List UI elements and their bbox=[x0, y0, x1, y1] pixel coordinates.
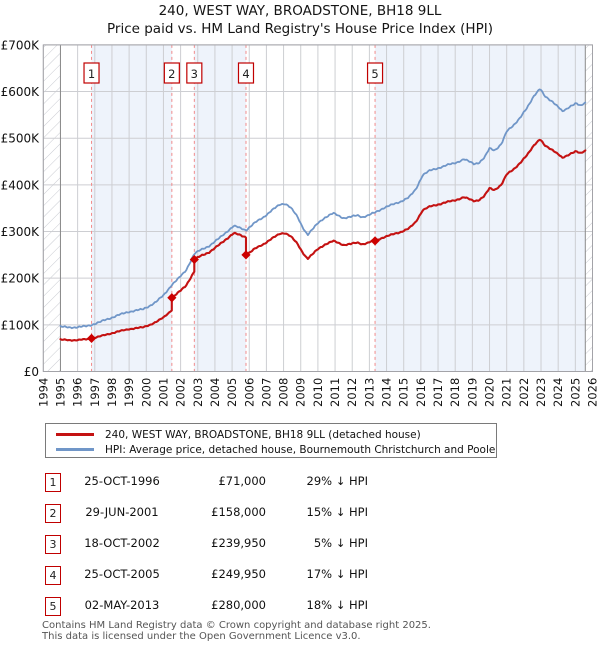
sale-number-badge: 4 bbox=[45, 566, 61, 585]
sale-vs-hpi: 18% ↓ HPI bbox=[306, 598, 368, 612]
svg-text:£500K: £500K bbox=[1, 132, 41, 146]
sale-date: 25-OCT-2005 bbox=[84, 567, 160, 581]
svg-text:2011: 2011 bbox=[328, 378, 342, 407]
footer-copyright: Contains HM Land Registry data © Crown c… bbox=[42, 620, 431, 631]
svg-text:2010: 2010 bbox=[311, 378, 325, 407]
svg-text:2023: 2023 bbox=[534, 378, 548, 407]
svg-text:2000: 2000 bbox=[139, 378, 153, 407]
svg-text:2003: 2003 bbox=[191, 378, 205, 407]
svg-text:2008: 2008 bbox=[277, 378, 291, 407]
svg-text:2012: 2012 bbox=[345, 378, 359, 407]
price-hpi-chart: 1 2 3 4 5 £0 £100K £200K £300K £400K £500K £600K £70… bbox=[1, 38, 600, 407]
table-row: 4 25-OCT-2005 £249,950 17% ↓ HPI bbox=[0, 563, 600, 594]
svg-text:1999: 1999 bbox=[122, 378, 136, 407]
sale-date: 29-JUN-2001 bbox=[85, 505, 159, 519]
footer-licence: This data is licensed under the Open Gov… bbox=[42, 631, 361, 642]
table-row: 2 29-JUN-2001 £158,000 15% ↓ HPI bbox=[0, 501, 600, 532]
page-subtitle: Price paid vs. HM Land Registry's House … bbox=[107, 21, 493, 37]
svg-text:2009: 2009 bbox=[294, 378, 308, 407]
svg-text:2020: 2020 bbox=[483, 378, 497, 407]
sale-number-badge: 2 bbox=[45, 504, 61, 523]
svg-text:4: 4 bbox=[242, 67, 249, 81]
svg-text:1997: 1997 bbox=[88, 378, 102, 407]
sale-vs-hpi: 15% ↓ HPI bbox=[306, 505, 368, 519]
sale-price: £249,950 bbox=[211, 567, 266, 581]
svg-text:£600K: £600K bbox=[1, 85, 41, 99]
sale-vs-hpi: 29% ↓ HPI bbox=[306, 474, 368, 488]
sale-number-badge: 3 bbox=[45, 535, 61, 554]
svg-text:2006: 2006 bbox=[242, 378, 256, 407]
svg-text:2016: 2016 bbox=[414, 378, 428, 407]
svg-text:2002: 2002 bbox=[174, 378, 188, 407]
svg-text:1: 1 bbox=[88, 67, 95, 81]
price-paid-line-swatch bbox=[56, 433, 94, 436]
sale-vs-hpi: 5% ↓ HPI bbox=[313, 536, 368, 550]
table-row: 5 02-MAY-2013 £280,000 18% ↓ HPI bbox=[0, 594, 600, 625]
sale-date: 02-MAY-2013 bbox=[84, 598, 160, 612]
svg-text:2024: 2024 bbox=[551, 378, 565, 407]
svg-text:2015: 2015 bbox=[397, 378, 411, 407]
svg-text:£700K: £700K bbox=[1, 38, 41, 52]
sale-price: £280,000 bbox=[211, 598, 266, 612]
table-row: 1 25-OCT-1996 £71,000 29% ↓ HPI bbox=[0, 470, 600, 501]
hpi-line-swatch bbox=[56, 448, 94, 451]
svg-text:5: 5 bbox=[371, 67, 378, 81]
svg-text:2004: 2004 bbox=[208, 378, 222, 407]
svg-text:1998: 1998 bbox=[105, 378, 119, 407]
chart-legend: 240, WEST WAY, BROADSTONE, BH18 9LL (det… bbox=[45, 423, 497, 458]
svg-text:2022: 2022 bbox=[517, 378, 531, 407]
svg-text:2: 2 bbox=[168, 67, 175, 81]
svg-text:1996: 1996 bbox=[71, 378, 85, 407]
legend-row-price-paid: 240, WEST WAY, BROADSTONE, BH18 9LL (det… bbox=[46, 427, 496, 442]
legend-label-hpi: HPI: Average price, detached house, Bour… bbox=[105, 443, 496, 456]
legend-row-hpi: HPI: Average price, detached house, Bour… bbox=[46, 442, 496, 457]
sale-number-badge: 1 bbox=[45, 473, 61, 492]
svg-text:2017: 2017 bbox=[431, 378, 445, 407]
sale-number-badge: 5 bbox=[45, 597, 61, 616]
svg-text:2018: 2018 bbox=[448, 378, 462, 407]
svg-text:2021: 2021 bbox=[500, 378, 514, 407]
svg-text:2025: 2025 bbox=[568, 378, 582, 407]
svg-text:£0: £0 bbox=[24, 365, 39, 379]
svg-text:2026: 2026 bbox=[586, 378, 600, 407]
legend-label-price-paid: 240, WEST WAY, BROADSTONE, BH18 9LL (det… bbox=[105, 428, 421, 441]
svg-text:2019: 2019 bbox=[465, 378, 479, 407]
svg-text:2005: 2005 bbox=[225, 378, 239, 407]
sale-price: £71,000 bbox=[218, 474, 266, 488]
svg-text:3: 3 bbox=[191, 67, 198, 81]
svg-text:2013: 2013 bbox=[362, 378, 376, 407]
sales-history-table: 1 25-OCT-1996 £71,000 29% ↓ HPI 2 29-JUN… bbox=[0, 470, 600, 625]
svg-text:1994: 1994 bbox=[36, 378, 50, 407]
svg-text:2007: 2007 bbox=[259, 378, 273, 407]
svg-text:£300K: £300K bbox=[1, 225, 41, 239]
svg-text:2001: 2001 bbox=[156, 378, 170, 407]
svg-text:1995: 1995 bbox=[53, 378, 67, 407]
svg-text:£100K: £100K bbox=[1, 318, 41, 332]
license-footer: Contains HM Land Registry data © Crown c… bbox=[42, 620, 582, 642]
table-row: 3 18-OCT-2002 £239,950 5% ↓ HPI bbox=[0, 532, 600, 563]
sale-price: £158,000 bbox=[211, 505, 266, 519]
svg-text:£200K: £200K bbox=[1, 272, 41, 286]
svg-text:2014: 2014 bbox=[380, 378, 394, 407]
page-title: 240, WEST WAY, BROADSTONE, BH18 9LL bbox=[158, 3, 442, 19]
sale-date: 18-OCT-2002 bbox=[84, 536, 160, 550]
svg-text:£400K: £400K bbox=[1, 178, 41, 192]
sale-vs-hpi: 17% ↓ HPI bbox=[306, 567, 368, 581]
sale-date: 25-OCT-1996 bbox=[84, 474, 160, 488]
sale-price: £239,950 bbox=[211, 536, 266, 550]
